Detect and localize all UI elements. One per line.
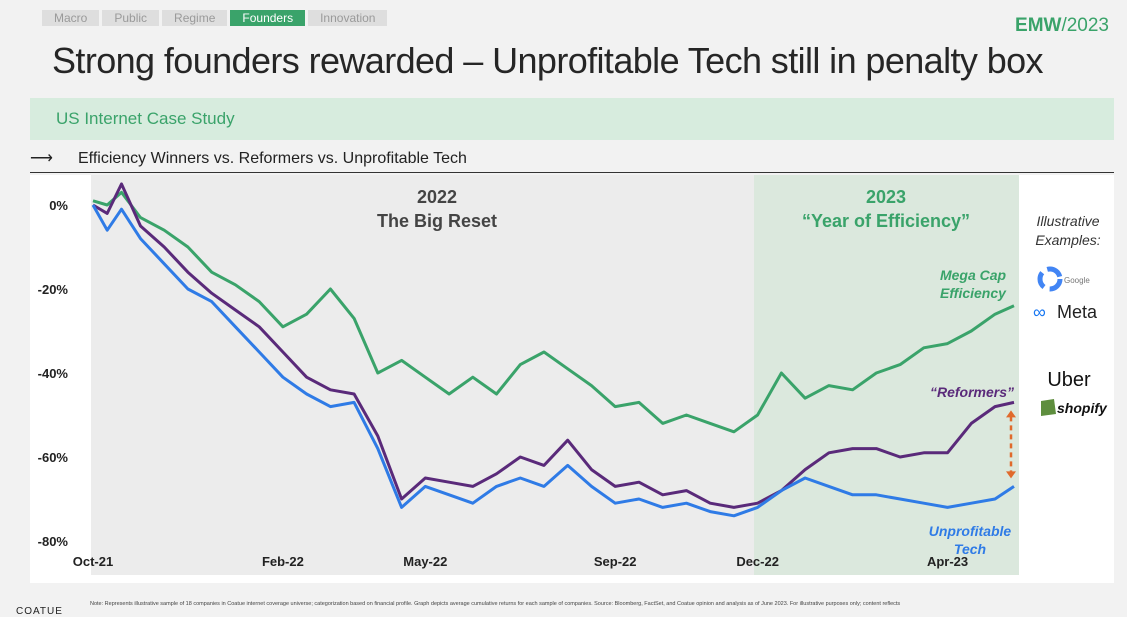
label-unprofitable-line2: Tech: [954, 541, 986, 557]
period-2023-shade: [754, 175, 1019, 575]
case-study-band: US Internet Case Study: [30, 98, 1114, 140]
y-tick-label: 0%: [49, 198, 68, 213]
period-2022-subtitle: The Big Reset: [377, 211, 497, 231]
brand-mark: EMW/2023: [1015, 15, 1109, 37]
y-tick-label: -80%: [38, 534, 69, 549]
label-reformers: “Reformers”: [930, 384, 1014, 400]
period-2022-title: 2022: [417, 187, 457, 207]
series-line-mega-cap-efficiency: [92, 190, 1015, 434]
chart-subtitle-text: Efficiency Winners vs. Reformers vs. Unp…: [78, 150, 467, 167]
page-title: Strong founders rewarded – Unprofitable …: [52, 40, 1044, 81]
nav-tab-macro[interactable]: Macro: [42, 10, 100, 26]
illustrative-label-line2: Examples:: [1035, 232, 1100, 248]
shopify-bag-icon: [1041, 399, 1056, 416]
case-study-label: US Internet Case Study: [56, 109, 235, 128]
x-tick-label: Sep-22: [594, 554, 637, 569]
label-mega-cap-line2: Efficiency: [940, 285, 1007, 301]
meta-logo: ∞ Meta: [1033, 302, 1098, 322]
x-tick-label: Oct-21: [73, 554, 113, 569]
uber-logo: Uber: [1047, 369, 1091, 391]
period-2023-subtitle: “Year of Efficiency”: [802, 211, 970, 231]
series-line-unprofitable-tech: [91, 204, 1015, 518]
line-chart: 0% -20% -40% -60% -80% Oct-21 Feb-22 May-22 Sep…: [38, 175, 1108, 575]
y-tick-label: -20%: [38, 282, 69, 297]
divider: [30, 172, 1114, 173]
period-2023-title: 2023: [866, 187, 906, 207]
gap-arrow: [1006, 410, 1016, 479]
x-tick-label: Dec-22: [736, 554, 779, 569]
y-tick-label: -40%: [38, 366, 69, 381]
section-nav: Macro Public Regime Founders Innovation: [42, 10, 388, 26]
brand-name: EMW: [1015, 15, 1062, 36]
footer-logo: COATUE: [16, 606, 63, 617]
footer-note: Note: Represents illustrative sample of …: [90, 601, 901, 607]
brand-year: /2023: [1061, 15, 1109, 36]
chart-subtitle: ⟶ Efficiency Winners vs. Reformers vs. Un…: [30, 148, 467, 168]
gap-arrow-up-head: [1006, 410, 1016, 418]
label-unprofitable-line1: Unprofitable: [929, 523, 1012, 539]
arrow-right-icon: ⟶: [30, 150, 53, 167]
nav-tab-regime[interactable]: Regime: [162, 10, 228, 26]
meta-wordmark: Meta: [1057, 302, 1098, 322]
illustrative-label-line1: Illustrative: [1036, 213, 1099, 229]
label-mega-cap-line1: Mega Cap: [940, 267, 1007, 283]
shopify-logo: shopify: [1041, 399, 1108, 416]
nav-tab-founders[interactable]: Founders: [230, 10, 306, 26]
series-line-reformers: [92, 182, 1015, 509]
x-tick-label: Apr-23: [927, 554, 968, 569]
google-icon: [1037, 266, 1063, 292]
nav-tab-public[interactable]: Public: [102, 10, 160, 26]
y-tick-label: -60%: [38, 450, 69, 465]
x-tick-label: May-22: [403, 554, 447, 569]
meta-icon: ∞: [1033, 302, 1046, 322]
google-logo: Google: [1037, 266, 1090, 292]
google-wordmark: Google: [1064, 276, 1090, 285]
shopify-wordmark: shopify: [1057, 400, 1108, 416]
chart-panel: 0% -20% -40% -60% -80% Oct-21 Feb-22 May-22 Sep…: [30, 175, 1114, 583]
x-tick-label: Feb-22: [262, 554, 304, 569]
gap-arrow-down-head: [1006, 471, 1016, 479]
nav-tab-innovation[interactable]: Innovation: [308, 10, 388, 26]
